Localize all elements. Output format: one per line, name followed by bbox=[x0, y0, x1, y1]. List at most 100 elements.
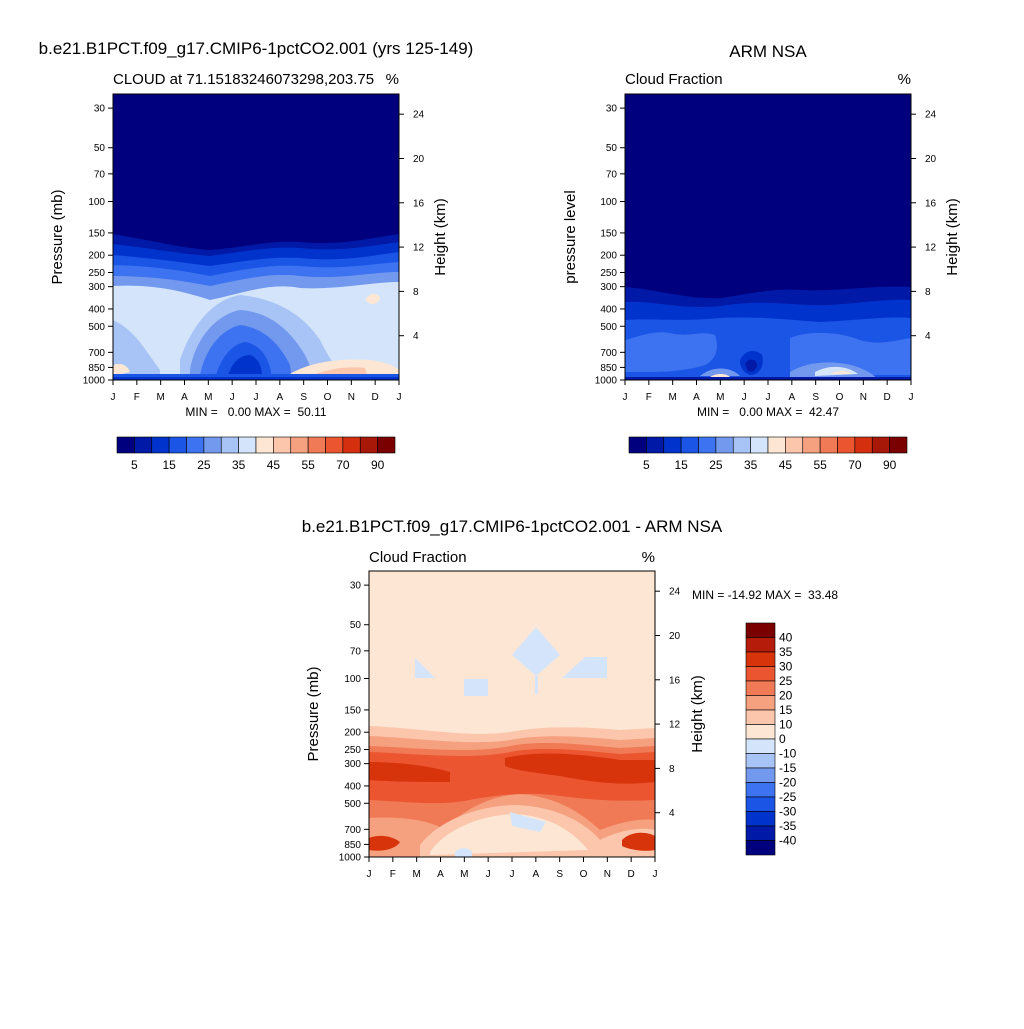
colorbar-box bbox=[785, 436, 804, 454]
colorbar-box bbox=[628, 436, 647, 454]
x-tick-label: J bbox=[742, 392, 747, 403]
x-tick-label: D bbox=[372, 392, 379, 403]
colorbar-box bbox=[151, 436, 170, 454]
y-right-tick-label: 12 bbox=[669, 720, 681, 731]
y-tick-label: 70 bbox=[94, 169, 106, 180]
panel-model-axes: 30 50 70 100 150 200 250 300 400 500 700 850 1000 24 2… bbox=[83, 104, 425, 403]
colorbar-box bbox=[745, 767, 776, 783]
colorbar-box bbox=[745, 753, 776, 769]
y-right-tick-label: 16 bbox=[669, 675, 681, 686]
panel-model-stats: MIN = 0.00 MAX = 50.11 bbox=[185, 405, 327, 419]
contour-fill bbox=[512, 627, 560, 676]
y-tick-label: 200 bbox=[344, 728, 361, 739]
colorbar-label: 90 bbox=[883, 458, 897, 472]
panel-diff-left-label: Cloud Fraction bbox=[369, 549, 467, 566]
x-tick-label: M bbox=[668, 392, 676, 403]
x-tick-label: A bbox=[532, 869, 539, 880]
y-tick-label: 150 bbox=[600, 228, 617, 239]
y-right-tick-label: 12 bbox=[925, 243, 937, 254]
panel-diff-ylabel: Pressure (mb) bbox=[305, 666, 322, 761]
y-right-tick-label: 4 bbox=[669, 808, 675, 819]
contour-fill bbox=[113, 320, 160, 380]
colorbar-label: -20 bbox=[779, 776, 797, 790]
y-tick-label: 200 bbox=[600, 251, 617, 262]
colorbar-label: 20 bbox=[779, 689, 793, 703]
x-tick-label: J bbox=[653, 869, 658, 880]
colorbar-box bbox=[745, 796, 776, 812]
panel-model-left-label: CLOUD at 71.15183246073298,203.75 bbox=[113, 71, 374, 88]
y-right-tick-label: 16 bbox=[413, 198, 425, 209]
y-tick-label: 100 bbox=[344, 674, 361, 685]
panel-model-ylabel: Pressure (mb) bbox=[49, 189, 66, 284]
colorbar-label: 35 bbox=[744, 458, 758, 472]
x-tick-label: O bbox=[836, 392, 844, 403]
colorbar-box bbox=[745, 738, 776, 754]
y-tick-label: 50 bbox=[606, 143, 618, 154]
x-tick-label: J bbox=[623, 392, 628, 403]
colorbar-box bbox=[663, 436, 682, 454]
panel-diff-axes: 30 50 70 100 150 200 250 300 400 500 700 850 1000 24 2… bbox=[339, 581, 681, 880]
contour-fill bbox=[700, 368, 740, 376]
x-tick-label: J bbox=[254, 392, 259, 403]
contour-fill bbox=[455, 848, 472, 857]
y-tick-label: 300 bbox=[600, 282, 617, 293]
y-tick-label: 850 bbox=[88, 363, 105, 374]
colorbar-box bbox=[745, 709, 776, 725]
x-tick-label: J bbox=[486, 869, 491, 880]
y-right-tick-label: 20 bbox=[925, 154, 937, 165]
y-tick-label: 50 bbox=[94, 143, 106, 154]
panel-obs-contours bbox=[625, 94, 911, 380]
y-right-tick-label: 12 bbox=[413, 243, 425, 254]
colorbar-box bbox=[745, 724, 776, 740]
contour-fill bbox=[710, 374, 730, 377]
panel-obs-units: % bbox=[898, 71, 911, 88]
y-tick-label: 500 bbox=[88, 322, 105, 333]
contour-fill bbox=[369, 762, 450, 782]
colorbar-box bbox=[273, 436, 292, 454]
colorbar-label: 25 bbox=[709, 458, 723, 472]
x-tick-label: J bbox=[510, 869, 515, 880]
y-tick-label: 850 bbox=[344, 840, 361, 851]
colorbar-label: 15 bbox=[674, 458, 688, 472]
colorbar-label: 15 bbox=[162, 458, 176, 472]
x-tick-label: S bbox=[556, 869, 563, 880]
colorbar-label: -40 bbox=[779, 834, 797, 848]
y-right-tick-label: 4 bbox=[925, 331, 931, 342]
colorbar-box bbox=[342, 436, 361, 454]
colorbar-label: 25 bbox=[779, 674, 793, 688]
contour-fill bbox=[430, 814, 588, 855]
y-tick-label: 400 bbox=[600, 304, 617, 315]
colorbar-label: 5 bbox=[131, 458, 138, 472]
colorbar-box bbox=[680, 436, 699, 454]
contour-fill bbox=[369, 835, 400, 851]
contour-fill bbox=[625, 377, 911, 380]
colorbar-label: 35 bbox=[232, 458, 246, 472]
colorbar-box bbox=[802, 436, 821, 454]
colorbar-label: 35 bbox=[779, 645, 793, 659]
panel-obs-colorbar: 5 15 25 35 45 55 70 90 bbox=[628, 436, 908, 472]
y-right-tick-label: 8 bbox=[925, 287, 931, 298]
y-right-tick-label: 8 bbox=[413, 287, 419, 298]
y-tick-label: 50 bbox=[350, 620, 362, 631]
y-tick-label: 1000 bbox=[339, 853, 362, 864]
colorbar-label: 15 bbox=[779, 703, 793, 717]
x-tick-label: A bbox=[437, 869, 444, 880]
x-tick-label: M bbox=[460, 869, 468, 880]
y-tick-label: 30 bbox=[94, 104, 106, 115]
y-tick-label: 500 bbox=[600, 322, 617, 333]
y-tick-label: 1000 bbox=[83, 376, 106, 387]
colorbar-label: 5 bbox=[643, 458, 650, 472]
y-tick-label: 700 bbox=[344, 825, 361, 836]
colorbar-box bbox=[290, 436, 309, 454]
panel-obs-stats: MIN = 0.00 MAX = 42.47 bbox=[697, 405, 839, 419]
panel-diff-units: % bbox=[642, 549, 655, 566]
y-right-tick-label: 24 bbox=[413, 110, 425, 121]
y-tick-label: 70 bbox=[606, 169, 618, 180]
x-tick-label: A bbox=[276, 392, 283, 403]
colorbar-label: -25 bbox=[779, 790, 797, 804]
x-tick-label: J bbox=[111, 392, 116, 403]
y-tick-label: 700 bbox=[600, 348, 617, 359]
x-tick-label: N bbox=[348, 392, 355, 403]
panel-obs-left-label: Cloud Fraction bbox=[625, 71, 723, 88]
